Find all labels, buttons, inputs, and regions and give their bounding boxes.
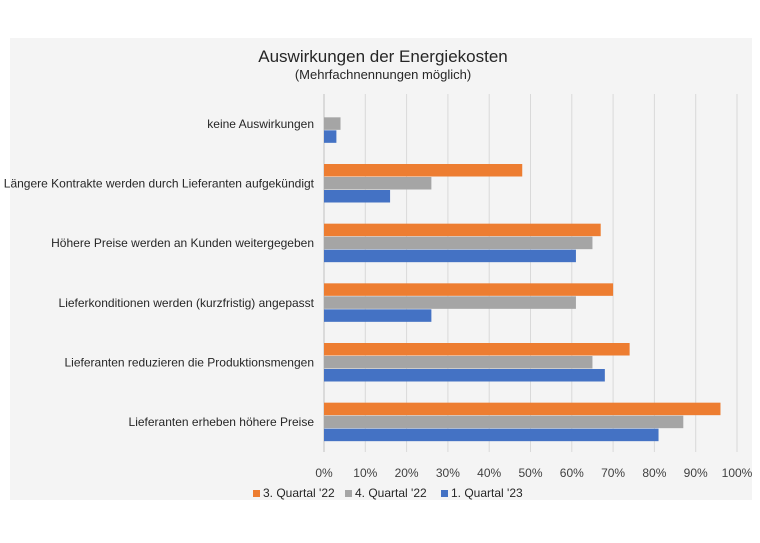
chart-title: Auswirkungen der Energiekosten <box>258 47 507 66</box>
x-tick-label: 100% <box>722 466 753 480</box>
x-tick-label: 60% <box>560 466 584 480</box>
category-label: Höhere Preise werden an Kunden weitergeg… <box>51 236 314 250</box>
bar <box>324 356 593 369</box>
legend-swatch <box>441 490 448 497</box>
bar <box>324 283 614 296</box>
bar <box>324 223 601 237</box>
chart-subtitle: (Mehrfachnennungen möglich) <box>295 67 471 82</box>
category-label: Lieferkonditionen werden (kurzfristig) a… <box>59 296 315 310</box>
bar <box>324 236 593 250</box>
x-tick-label: 10% <box>353 466 377 480</box>
legend-swatch <box>345 490 352 497</box>
bar <box>324 177 432 190</box>
x-tick-label: 20% <box>395 466 419 480</box>
category-label: keine Auswirkungen <box>207 117 314 131</box>
legend-swatch <box>253 490 260 497</box>
x-tick-label: 30% <box>436 466 460 480</box>
category-label: Lieferanten erheben höhere Preise <box>129 415 315 429</box>
x-tick-label: 40% <box>477 466 501 480</box>
legend-label: 1. Quartal '23 <box>451 486 523 500</box>
x-tick-label: 0% <box>315 466 333 480</box>
legend-label: 3. Quartal '22 <box>263 486 335 500</box>
bar <box>324 343 630 356</box>
gridlines <box>323 94 738 452</box>
category-label: Lieferanten reduzieren die Produktionsme… <box>65 356 315 370</box>
bar <box>324 369 605 382</box>
x-tick-label: 90% <box>684 466 708 480</box>
bar <box>324 402 721 416</box>
bars <box>324 117 721 442</box>
x-tick-label: 50% <box>518 466 542 480</box>
bar <box>324 415 684 429</box>
legend-label: 4. Quartal '22 <box>355 486 427 500</box>
x-tick-label: 80% <box>642 466 666 480</box>
bar <box>324 309 432 322</box>
bar <box>324 164 523 177</box>
bar <box>324 296 576 309</box>
legend: 3. Quartal '22 4. Quartal '22 1. Quartal '… <box>253 486 523 500</box>
bar <box>324 117 341 130</box>
bar <box>324 428 659 442</box>
category-label: Längere Kontrakte werden durch Lieferant… <box>4 177 315 191</box>
category-labels: keine Auswirkungen Längere Kontrakte werd… <box>4 117 315 429</box>
bar <box>324 249 576 263</box>
bar <box>324 130 337 143</box>
x-tick-label: 70% <box>601 466 625 480</box>
x-tick-labels: 0% 10% 20% 30% 40% 50% 60% 70% 80% 90% 100% <box>315 466 752 480</box>
bar <box>324 190 391 203</box>
